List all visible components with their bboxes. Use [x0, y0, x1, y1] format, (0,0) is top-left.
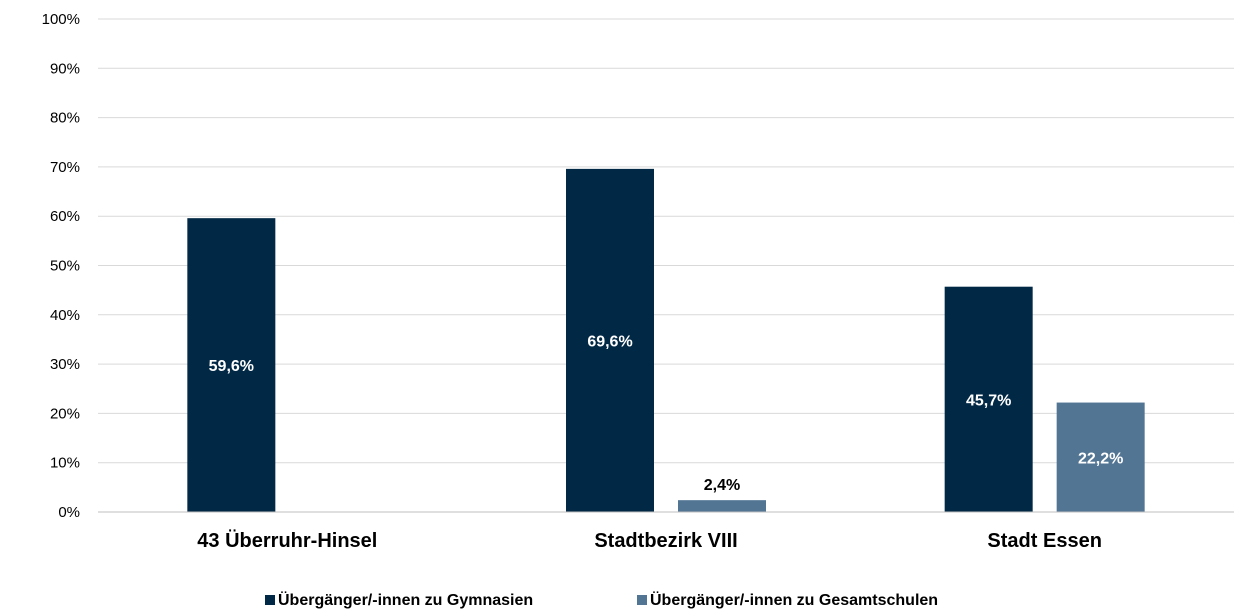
y-tick-label: 90%	[50, 60, 80, 77]
y-tick-label: 70%	[50, 159, 80, 176]
y-tick-label: 40%	[50, 307, 80, 324]
data-label: 22,2%	[1078, 450, 1123, 467]
data-label: 59,6%	[209, 358, 254, 375]
bar-gesamtschulen	[678, 500, 766, 512]
x-axis-categories: 43 Überruhr-Hinsel Stadtbezirk VIII Stadt …	[197, 529, 1102, 552]
data-label: 45,7%	[966, 392, 1011, 409]
y-axis-ticks: 0% 10% 20% 30% 40% 50% 60% 70% 80% 90% 100%	[42, 11, 80, 521]
y-tick-label: 80%	[50, 110, 80, 127]
data-label: 69,6%	[587, 333, 632, 350]
y-tick-label: 60%	[50, 208, 80, 225]
legend-swatch	[265, 595, 275, 605]
x-category-label: Stadtbezirk VIII	[594, 530, 737, 552]
bars	[187, 168, 1145, 512]
gridlines	[98, 18, 1234, 464]
x-category-label: 43 Überruhr-Hinsel	[197, 529, 377, 552]
y-tick-label: 20%	[50, 405, 80, 422]
x-category-label: Stadt Essen	[987, 530, 1101, 552]
legend: Übergänger/-innen zu Gymnasien Übergänger…	[265, 590, 938, 609]
y-tick-label: 10%	[50, 455, 80, 472]
legend-label: Übergänger/-innen zu Gesamtschulen	[650, 590, 938, 609]
bar-gymnasien	[566, 168, 654, 512]
bar-gymnasien	[944, 286, 1033, 512]
data-labels: 59,6% 69,6% 2,4% 45,7% 22,2%	[209, 333, 1124, 494]
bar-gymnasien	[187, 218, 276, 512]
bar-gesamtschulen	[1056, 402, 1145, 512]
y-tick-label: 30%	[50, 356, 80, 373]
data-label: 2,4%	[704, 477, 740, 494]
legend-swatch	[637, 595, 647, 605]
y-tick-label: 100%	[42, 11, 80, 28]
y-tick-label: 50%	[50, 258, 80, 275]
legend-label: Übergänger/-innen zu Gymnasien	[278, 590, 533, 609]
y-tick-label: 0%	[58, 504, 80, 521]
